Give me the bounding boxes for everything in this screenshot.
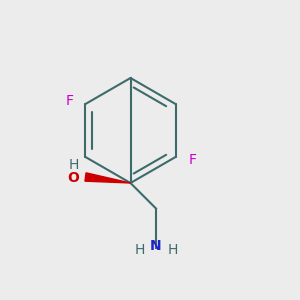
Text: H: H (134, 244, 145, 257)
Polygon shape (85, 173, 130, 183)
Text: F: F (188, 153, 196, 167)
Text: H: H (68, 158, 79, 172)
Text: O: O (68, 172, 80, 185)
Text: H: H (167, 244, 178, 257)
Text: F: F (66, 94, 74, 108)
Text: N: N (150, 239, 162, 253)
